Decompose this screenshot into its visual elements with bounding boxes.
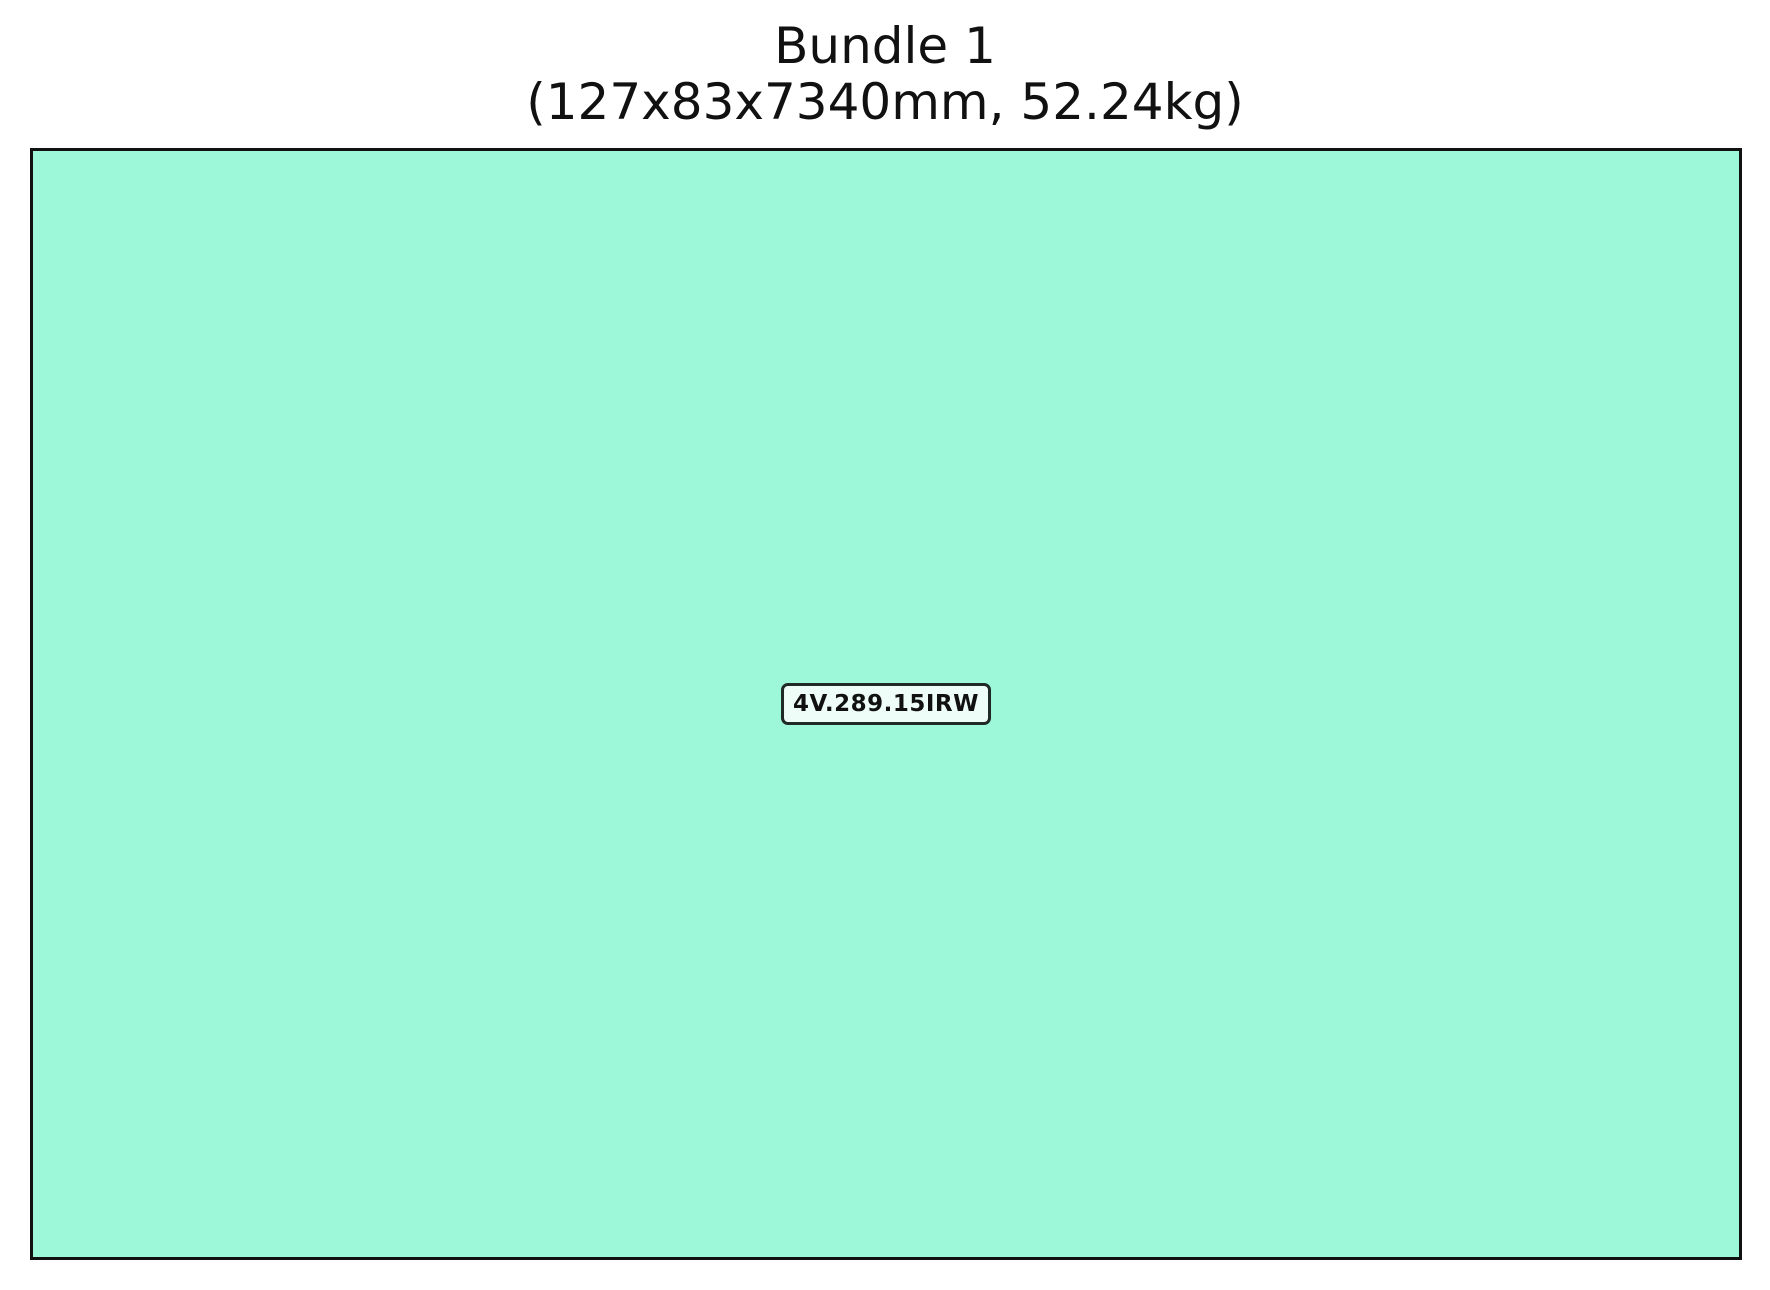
figure-title: Bundle 1 (127x83x7340mm, 52.24kg) <box>0 18 1770 130</box>
bundle-rectangle: 4V.289.15IRW <box>30 148 1742 1260</box>
bundle-name: Bundle 1 <box>774 17 996 75</box>
bundle-dimensions-weight: (127x83x7340mm, 52.24kg) <box>526 73 1244 131</box>
item-label: 4V.289.15IRW <box>781 683 991 725</box>
